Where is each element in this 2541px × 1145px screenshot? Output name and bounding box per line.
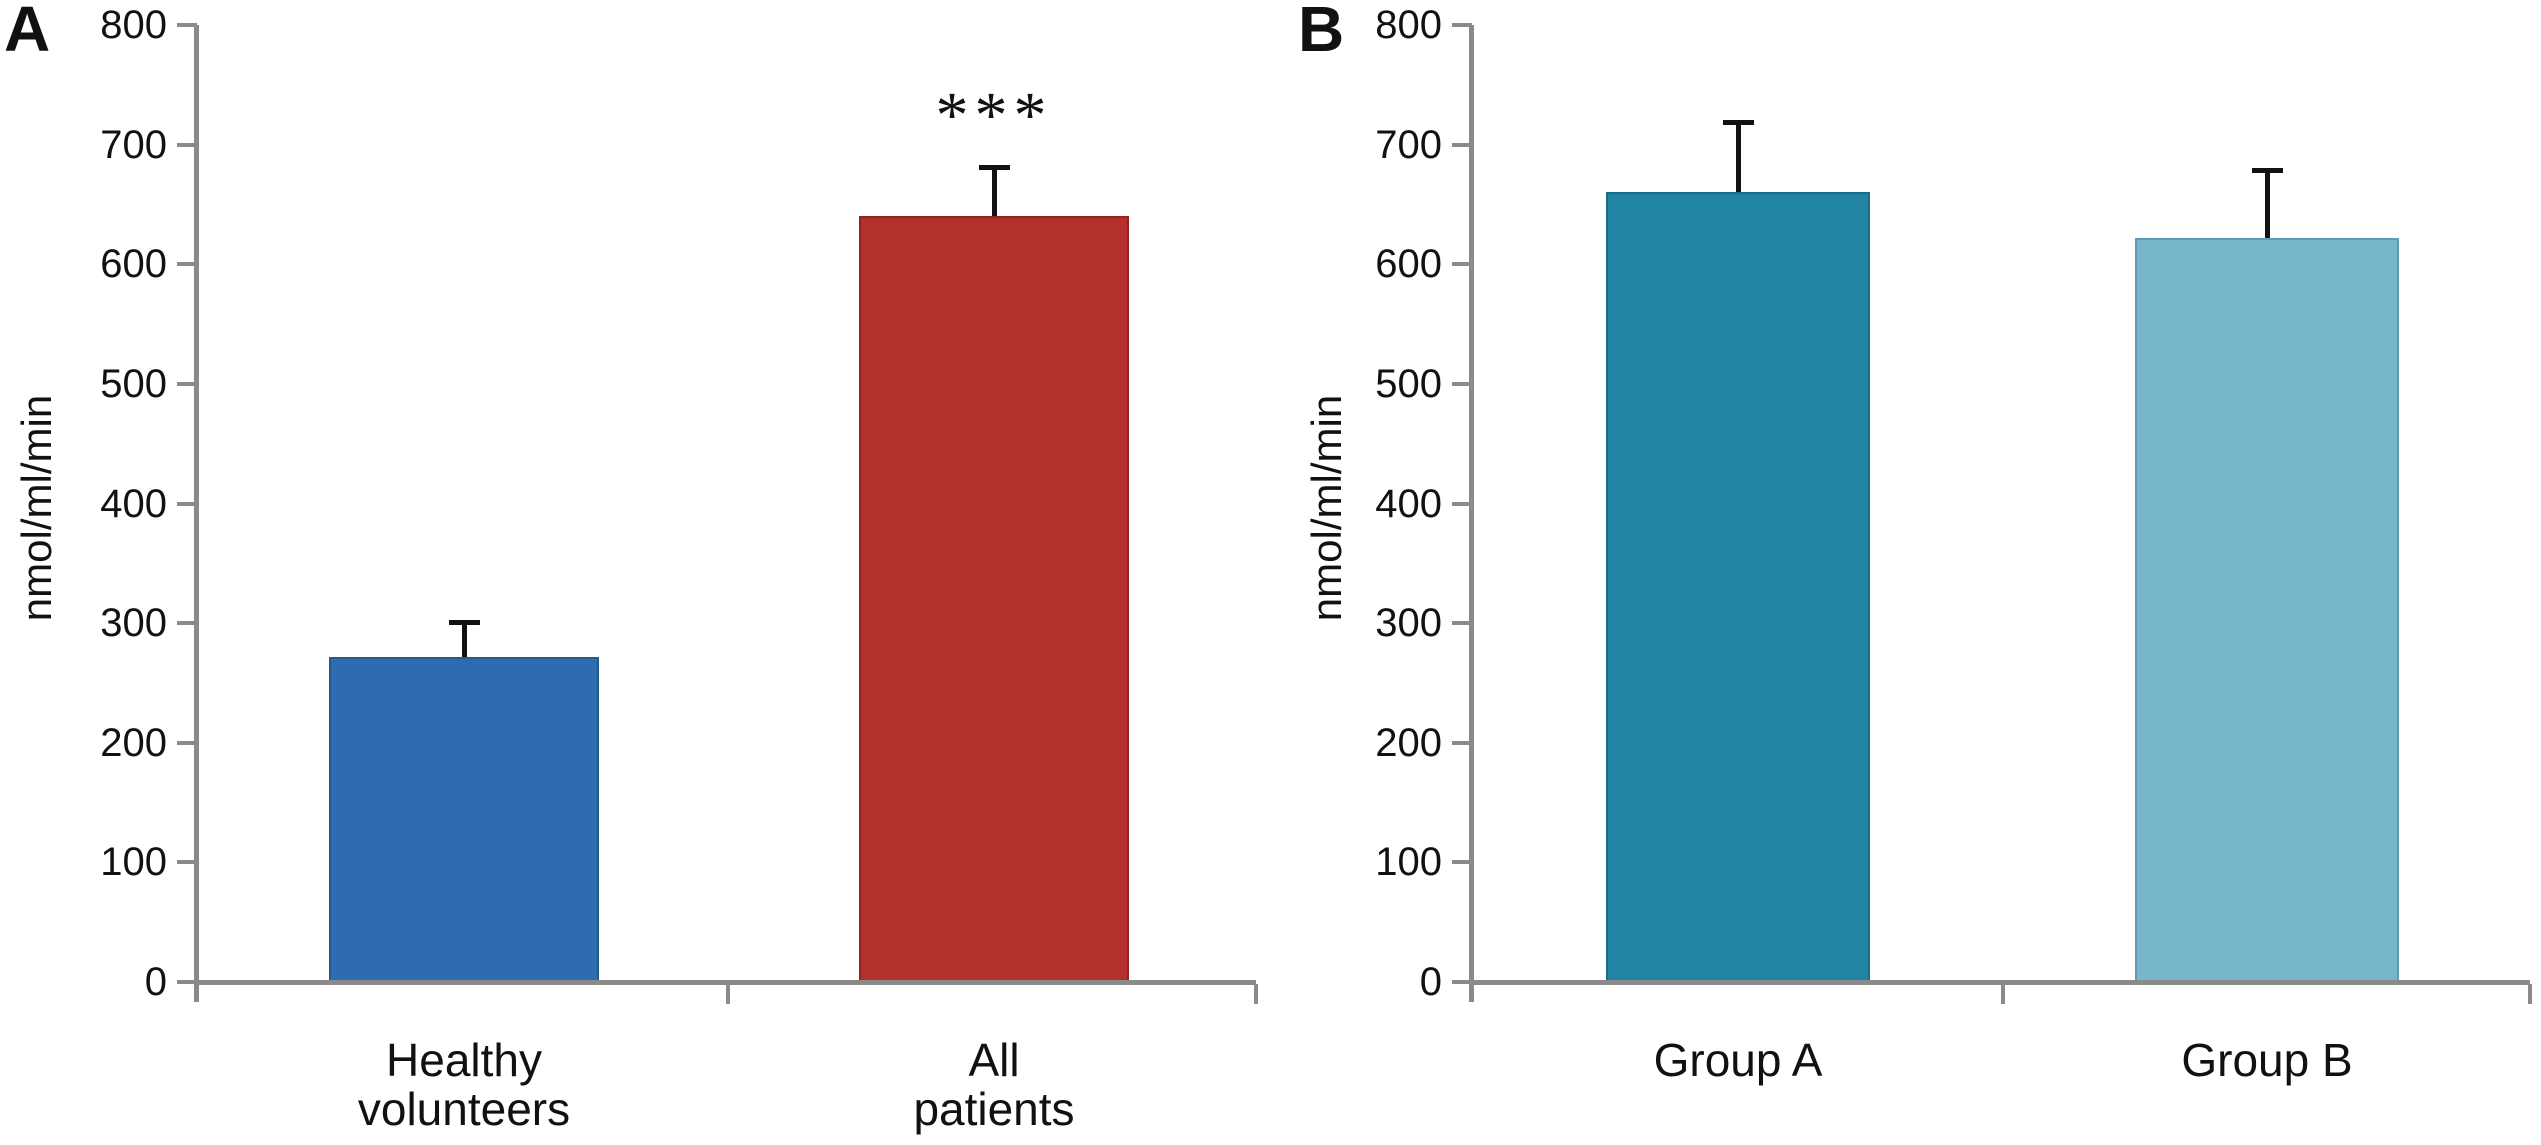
y-tick-label-800: 800 xyxy=(100,3,167,47)
y-tick-mark-0 xyxy=(1452,980,1472,984)
y-tick-mark-700 xyxy=(177,143,197,147)
y-tick-label-200: 200 xyxy=(100,721,167,765)
y-tick-mark-200 xyxy=(177,741,197,745)
error-bar-all-patients xyxy=(992,166,997,218)
y-tick-label-500: 500 xyxy=(1375,362,1442,406)
error-bar-cap-group-b xyxy=(2252,168,2283,173)
y-tick-mark-600 xyxy=(1452,262,1472,266)
y-tick-mark-600 xyxy=(177,262,197,266)
x-axis-mid-tick xyxy=(2001,984,2005,1004)
y-tick-label-300: 300 xyxy=(100,601,167,645)
y-tick-label-700: 700 xyxy=(100,123,167,167)
y-axis-line xyxy=(194,25,199,1002)
y-tick-label-100: 100 xyxy=(1375,840,1442,884)
error-bar-group-a xyxy=(1736,121,1741,195)
error-bar-cap-healthy-volunteers xyxy=(449,620,480,625)
bar-group-b xyxy=(2135,238,2399,982)
y-tick-mark-500 xyxy=(1452,382,1472,386)
y-tick-label-500: 500 xyxy=(100,362,167,406)
panel-label-a: A xyxy=(4,0,51,65)
error-bar-cap-group-a xyxy=(1723,120,1754,125)
y-tick-label-300: 300 xyxy=(1375,601,1442,645)
y-tick-mark-400 xyxy=(177,502,197,506)
y-tick-label-800: 800 xyxy=(1375,3,1442,47)
y-tick-mark-100 xyxy=(177,860,197,864)
y-tick-label-600: 600 xyxy=(100,242,167,286)
bar-healthy-volunteers xyxy=(329,657,599,982)
y-tick-label-200: 200 xyxy=(1375,721,1442,765)
y-tick-label-0: 0 xyxy=(144,960,167,1004)
y-tick-mark-400 xyxy=(1452,502,1472,506)
bar-all-patients xyxy=(859,216,1129,982)
x-axis-line xyxy=(197,980,1256,985)
y-tick-mark-300 xyxy=(177,621,197,625)
x-category-label-all-patients: All patients xyxy=(913,1034,1075,1135)
y-tick-mark-700 xyxy=(1452,143,1472,147)
error-bar-healthy-volunteers xyxy=(462,621,467,659)
significance-stars: *** xyxy=(935,79,1053,152)
x-category-label-group-a: Group A xyxy=(1653,1034,1823,1086)
x-category-label-healthy-volunteers: Healthy volunteers xyxy=(357,1034,571,1135)
y-tick-mark-800 xyxy=(177,23,197,27)
panel-label-b: B xyxy=(1298,0,1345,65)
y-tick-label-600: 600 xyxy=(1375,242,1442,286)
y-tick-mark-500 xyxy=(177,382,197,386)
y-tick-label-0: 0 xyxy=(1419,960,1442,1004)
y-tick-label-700: 700 xyxy=(1375,123,1442,167)
error-bar-group-b xyxy=(2265,169,2270,240)
x-axis-end-tick xyxy=(2528,984,2532,1004)
y-tick-label-400: 400 xyxy=(1375,482,1442,526)
y-tick-mark-300 xyxy=(1452,621,1472,625)
x-axis-line xyxy=(1472,980,2530,985)
y-tick-mark-0 xyxy=(177,980,197,984)
y-tick-label-400: 400 xyxy=(100,482,167,526)
y-tick-mark-800 xyxy=(1452,23,1472,27)
x-category-label-group-b: Group B xyxy=(2181,1034,2353,1086)
y-tick-mark-200 xyxy=(1452,741,1472,745)
error-bar-cap-all-patients xyxy=(979,165,1010,170)
x-axis-mid-tick xyxy=(726,984,730,1004)
bar-group-a xyxy=(1606,192,1870,982)
y-tick-label-100: 100 xyxy=(100,840,167,884)
y-tick-mark-100 xyxy=(1452,860,1472,864)
y-axis-line xyxy=(1469,25,1474,1002)
x-axis-end-tick xyxy=(1254,984,1258,1004)
